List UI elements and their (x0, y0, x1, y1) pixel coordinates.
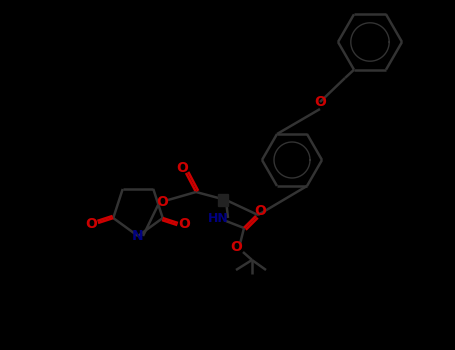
Text: HN: HN (207, 211, 228, 224)
Text: O: O (230, 240, 242, 254)
Text: O: O (254, 204, 266, 218)
Text: O: O (179, 217, 191, 231)
Text: O: O (314, 95, 326, 109)
Text: O: O (156, 195, 168, 209)
Polygon shape (218, 194, 228, 206)
Text: O: O (86, 217, 97, 231)
Text: N: N (132, 229, 144, 243)
Text: O: O (176, 161, 188, 175)
